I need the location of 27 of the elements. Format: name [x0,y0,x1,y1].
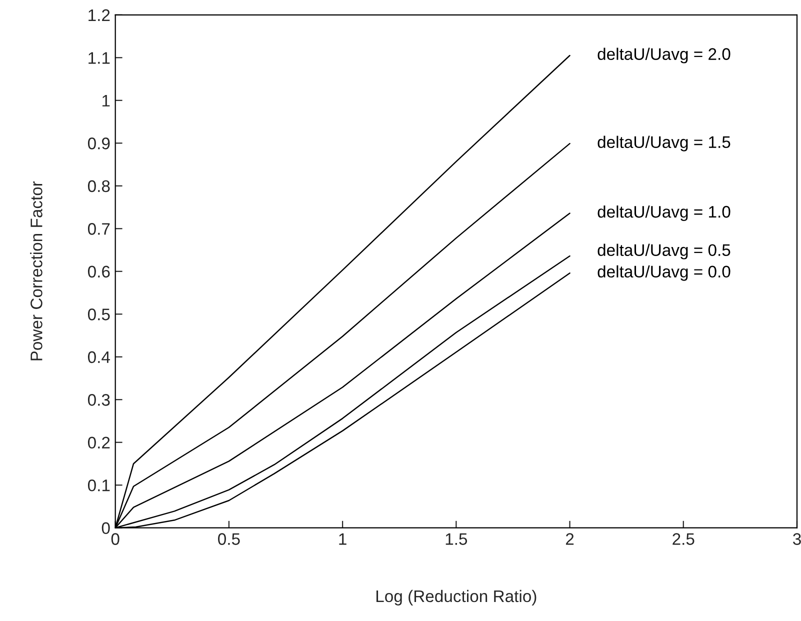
series-label: deltaU/Uavg = 0.5 [598,244,730,260]
series-label: deltaU/Uavg = 0.0 [598,265,730,281]
y-tick-label: 0.3 [88,394,110,406]
y-tick-label: 0.4 [88,351,110,364]
y-tick-label: 1 [102,94,110,106]
y-tick-label: 1.2 [88,9,110,21]
y-tick-label: 0.1 [88,480,110,492]
y-tick-label: 1.1 [88,52,110,64]
y-tick-label: 0.9 [88,138,110,150]
x-tick-label: 2 [566,533,574,545]
x-tick-label: 2.5 [672,533,694,545]
y-axis-title: Power Correction Factor [30,181,42,360]
series-label: deltaU/Uavg = 2.0 [598,48,730,64]
x-tick-label: 3 [792,533,801,545]
series-label: deltaU/Uavg = 1.5 [598,136,730,152]
y-tick-label: 0 [102,522,110,534]
y-tick-label: 0.2 [88,436,110,449]
series-label: deltaU/Uavg = 1.0 [598,205,730,222]
y-tick-label: 0.5 [88,308,110,320]
x-tick-label: 1.5 [446,533,468,545]
x-tick-label: 0.5 [218,533,240,545]
x-tick-label: 1 [339,533,346,545]
x-tick-label: 0 [111,533,120,545]
y-tick-label: 0.7 [88,223,110,235]
y-tick-label: 0.6 [88,266,110,278]
y-tick-label: 0.8 [88,180,110,192]
x-axis-title: Log (Reduction Ratio) [376,590,536,606]
